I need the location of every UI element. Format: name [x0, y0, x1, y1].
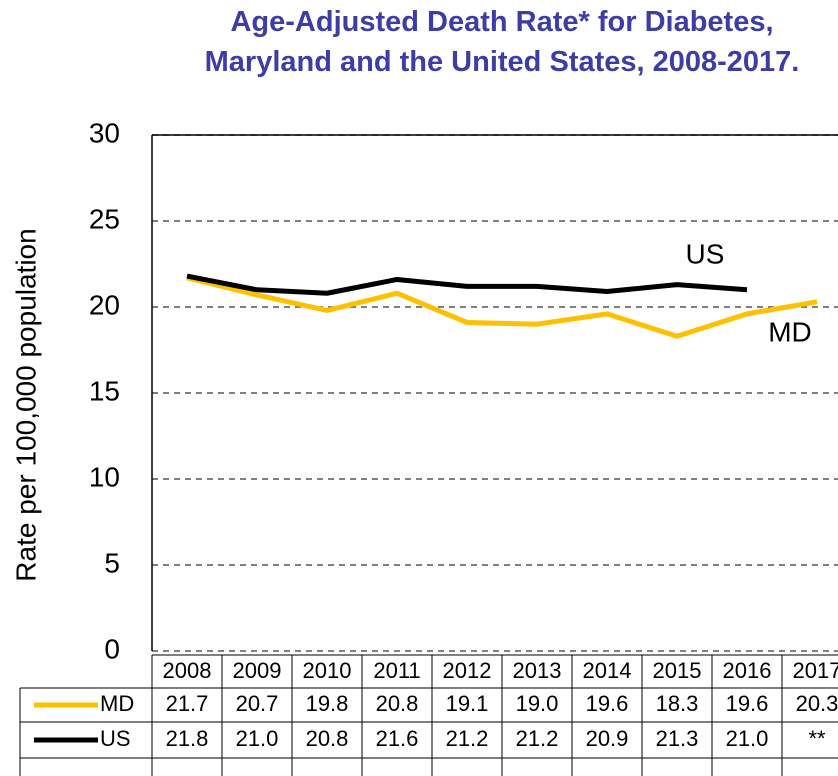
- y-axis-label: Rate per 100,000 population: [10, 228, 41, 581]
- table-value: 18.3: [656, 691, 699, 716]
- x-tick-label: 2010: [303, 658, 352, 683]
- x-tick-label: 2011: [373, 658, 420, 683]
- legend-label: MD: [100, 691, 134, 716]
- chart-title: Age-Adjusted Death Rate* for Diabetes, M…: [204, 6, 800, 78]
- table-value: 21.6: [376, 726, 419, 751]
- y-tick-label: 10: [89, 461, 120, 492]
- table-value: 20.8: [376, 691, 419, 716]
- x-tick-label: 2012: [443, 658, 492, 683]
- y-tick-label: 0: [104, 633, 120, 664]
- y-tick-label: 15: [89, 375, 120, 406]
- table-value: 21.3: [656, 726, 699, 751]
- table-value: 19.1: [446, 691, 489, 716]
- table-value: 21.2: [446, 726, 489, 751]
- x-tick-label: 2014: [583, 658, 632, 683]
- y-tick-label: 20: [89, 289, 120, 320]
- table-value: 20.3: [796, 691, 838, 716]
- table-value: 21.7: [166, 691, 209, 716]
- x-tick-label: 2016: [723, 658, 772, 683]
- y-tick-label: 30: [89, 117, 120, 148]
- table-value: 20.7: [236, 691, 279, 716]
- table-value: 20.9: [586, 726, 629, 751]
- table-value: 21.2: [516, 726, 559, 751]
- x-tick-label: 2008: [163, 658, 212, 683]
- x-tick-label: 2015: [653, 658, 702, 683]
- data-line: [186, 275, 818, 339]
- table-value: 19.8: [306, 691, 349, 716]
- table-value: 19.6: [726, 691, 769, 716]
- y-tick-label: 25: [89, 203, 120, 234]
- x-tick-label: 2009: [233, 658, 282, 683]
- table-value: 21.0: [236, 726, 279, 751]
- legend-label: US: [100, 726, 131, 751]
- table-value: 20.8: [306, 726, 349, 751]
- data-line: [186, 273, 748, 296]
- line-annotation: MD: [768, 316, 812, 347]
- line-annotation: US: [686, 238, 725, 269]
- table-value: 19.0: [516, 691, 559, 716]
- table-value: 21.8: [166, 726, 209, 751]
- x-tick-label: 2013: [513, 658, 562, 683]
- table-value: 21.0: [726, 726, 769, 751]
- table-value: 19.6: [586, 691, 629, 716]
- x-tick-label: 2017: [793, 658, 838, 683]
- table-value: **: [808, 726, 826, 751]
- y-tick-label: 5: [104, 547, 120, 578]
